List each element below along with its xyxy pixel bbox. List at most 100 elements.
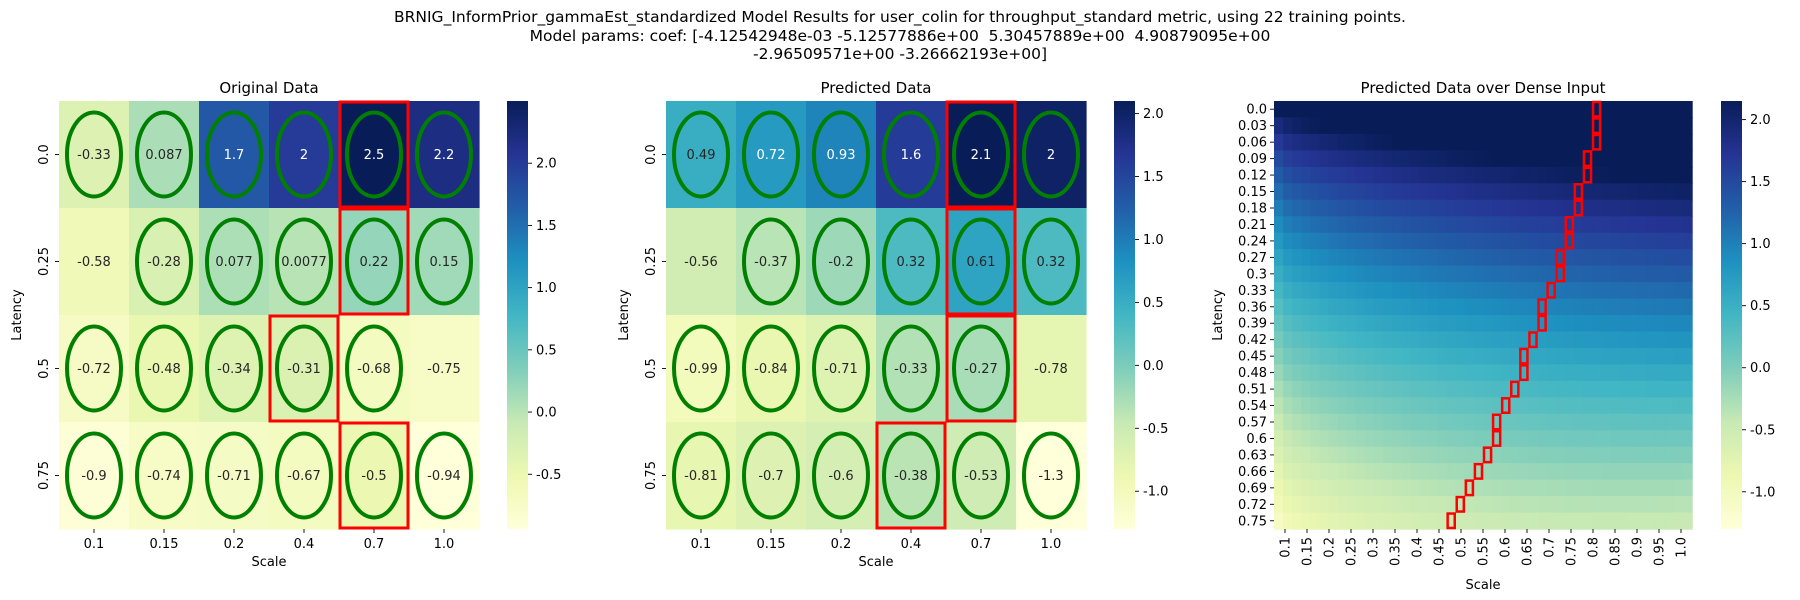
dense-cell (1301, 216, 1312, 234)
suptitle-line-1: BRNIG_InformPrior_gammaEst_standardized … (393, 8, 1406, 26)
dense-cell (1455, 199, 1466, 217)
dense-cell (1319, 463, 1330, 481)
dense-cell (1619, 479, 1630, 497)
dense-cell (1473, 364, 1484, 382)
dense-cell (1682, 413, 1693, 431)
dense-cell (1328, 249, 1339, 267)
marker-circle (882, 217, 940, 306)
dense-cell (1628, 413, 1639, 431)
y-tick-label: 0.21 (1238, 218, 1267, 233)
dense-cell (1655, 216, 1666, 234)
dense-cell (1473, 380, 1484, 399)
dense-cell (1673, 446, 1684, 464)
dense-cell (1528, 101, 1539, 119)
heatmap-cell (806, 315, 877, 423)
dense-cell (1501, 216, 1511, 234)
dense-cell (1592, 413, 1602, 431)
dense-cell (1464, 347, 1475, 366)
dense-cell (1510, 331, 1521, 349)
x-tick-label: 0.25 (1345, 537, 1360, 566)
dense-cell (1310, 265, 1321, 283)
optimal-path-box (1591, 100, 1602, 118)
dense-cell (1673, 183, 1684, 201)
dense-cell (1392, 249, 1402, 267)
dense-cell (1592, 315, 1602, 333)
dense-cell (1573, 397, 1584, 415)
dense-cell (1446, 133, 1457, 152)
dense-cell (1446, 282, 1457, 300)
dense-cell (1610, 282, 1621, 300)
dense-cell (1646, 331, 1657, 349)
dense-cell (1283, 265, 1293, 283)
y-tick-label: 0.09 (1238, 152, 1267, 167)
dense-cell (1401, 117, 1412, 135)
dense-cell (1564, 463, 1575, 481)
x-tick-label: 0.7 (1543, 537, 1558, 558)
dense-cell (1383, 364, 1393, 382)
dense-cell (1410, 232, 1421, 250)
dense-cell (1364, 183, 1375, 201)
marker-circle (135, 324, 193, 413)
dense-cell (1582, 232, 1593, 250)
dense-cell (1464, 446, 1475, 464)
dense-cell (1419, 315, 1430, 333)
x-tick-label: 0.15 (757, 537, 786, 552)
y-tick-label: 0.42 (1238, 333, 1267, 348)
dense-cell (1610, 413, 1621, 431)
marker-circle (415, 431, 473, 520)
dense-cell (1301, 446, 1312, 464)
dense-cell (1519, 430, 1530, 448)
dense-cell (1682, 463, 1693, 481)
dense-cell (1346, 166, 1357, 185)
dense-cell (1637, 446, 1648, 464)
dense-cell (1682, 166, 1693, 185)
dense-cell (1555, 133, 1566, 152)
dense-cell (1364, 496, 1375, 514)
dense-cell (1610, 446, 1621, 464)
dense-cell (1301, 479, 1312, 497)
dense-cell (1582, 150, 1593, 168)
dense-cell (1564, 150, 1575, 168)
heatmap-cell (1016, 101, 1087, 209)
dense-cell (1673, 512, 1684, 530)
dense-cell (1573, 479, 1584, 497)
dense-cell (1483, 282, 1493, 300)
heatmap-cell (806, 208, 877, 316)
dense-cell (1373, 101, 1384, 119)
optimal-box (338, 421, 410, 530)
dense-cell (1528, 166, 1539, 185)
x-tick-label: 0.4 (901, 537, 922, 552)
dense-cell (1592, 512, 1602, 530)
dense-cell (1564, 496, 1575, 514)
dense-cell (1355, 331, 1366, 349)
dense-cell (1392, 331, 1402, 349)
dense-cell (1428, 479, 1439, 497)
heatmap-cell (409, 422, 480, 530)
x-tick-label: 0.1 (691, 537, 712, 552)
cell-value-label: 0.61 (967, 255, 996, 270)
dense-cell (1582, 397, 1593, 415)
colorbar-2: -1.0 -0.5 0.0 0.5 1.0 1.5 2.0 (1114, 101, 1168, 529)
dense-cell (1310, 430, 1321, 448)
dense-cell (1592, 117, 1602, 135)
dense-cell (1655, 430, 1666, 448)
dense-cell (1528, 232, 1539, 250)
dense-cell (1619, 249, 1630, 267)
dense-cell (1455, 150, 1466, 168)
dense-cell (1446, 364, 1457, 382)
dense-cell (1582, 512, 1593, 530)
dense-cell (1510, 430, 1521, 448)
dense-cell (1319, 216, 1330, 234)
y-tick-label: 0.27 (1238, 251, 1267, 266)
dense-cell (1601, 347, 1611, 366)
dense-cell (1346, 199, 1357, 217)
dense-cell (1537, 166, 1548, 185)
dense-cell (1519, 166, 1530, 185)
dense-cell (1664, 397, 1675, 415)
dense-cell (1373, 315, 1384, 333)
marker-circle (415, 217, 473, 306)
dense-cell (1364, 282, 1375, 300)
dense-cell (1373, 166, 1384, 185)
dense-cell (1546, 117, 1557, 135)
dense-cell (1501, 166, 1511, 185)
